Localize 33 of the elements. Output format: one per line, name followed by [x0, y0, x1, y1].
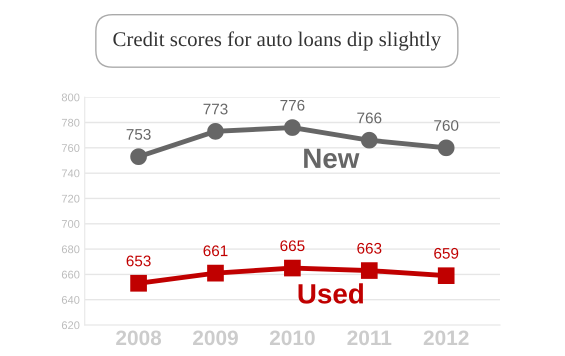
data-label: 663	[357, 242, 382, 254]
series-label: New	[304, 148, 360, 168]
point	[438, 139, 455, 156]
series-label: Used	[298, 283, 363, 304]
data-label: 661	[204, 245, 228, 256]
y-tick-label: 680	[62, 245, 80, 254]
y-tick-label: 760	[62, 144, 80, 152]
point	[438, 267, 455, 284]
point	[284, 119, 301, 136]
point	[207, 264, 224, 282]
y-tick-label: 740	[62, 169, 80, 178]
data-label: 773	[204, 104, 228, 114]
y-tick-label: 800	[62, 93, 80, 102]
data-label: 753	[126, 128, 151, 140]
y-tick-label: 700	[62, 220, 80, 228]
point	[360, 262, 378, 279]
point	[130, 274, 147, 292]
point	[360, 132, 378, 149]
point	[284, 260, 301, 276]
chart-title: Credit scores for auto loans dip slightly	[113, 31, 442, 51]
y-tick-label: 720	[62, 194, 80, 203]
y-tick-label: 640	[62, 296, 80, 304]
data-label: 776	[280, 100, 304, 111]
point	[130, 148, 147, 166]
point	[207, 123, 224, 140]
data-label: 653	[126, 256, 151, 266]
y-tick-label: 620	[62, 321, 80, 330]
data-label: 665	[280, 240, 304, 252]
data-label: 760	[434, 120, 458, 131]
data-label: 659	[434, 248, 458, 259]
y-tick-label: 780	[62, 118, 80, 127]
y-tick-label: 660	[62, 270, 80, 279]
data-label: 766	[357, 112, 382, 124]
